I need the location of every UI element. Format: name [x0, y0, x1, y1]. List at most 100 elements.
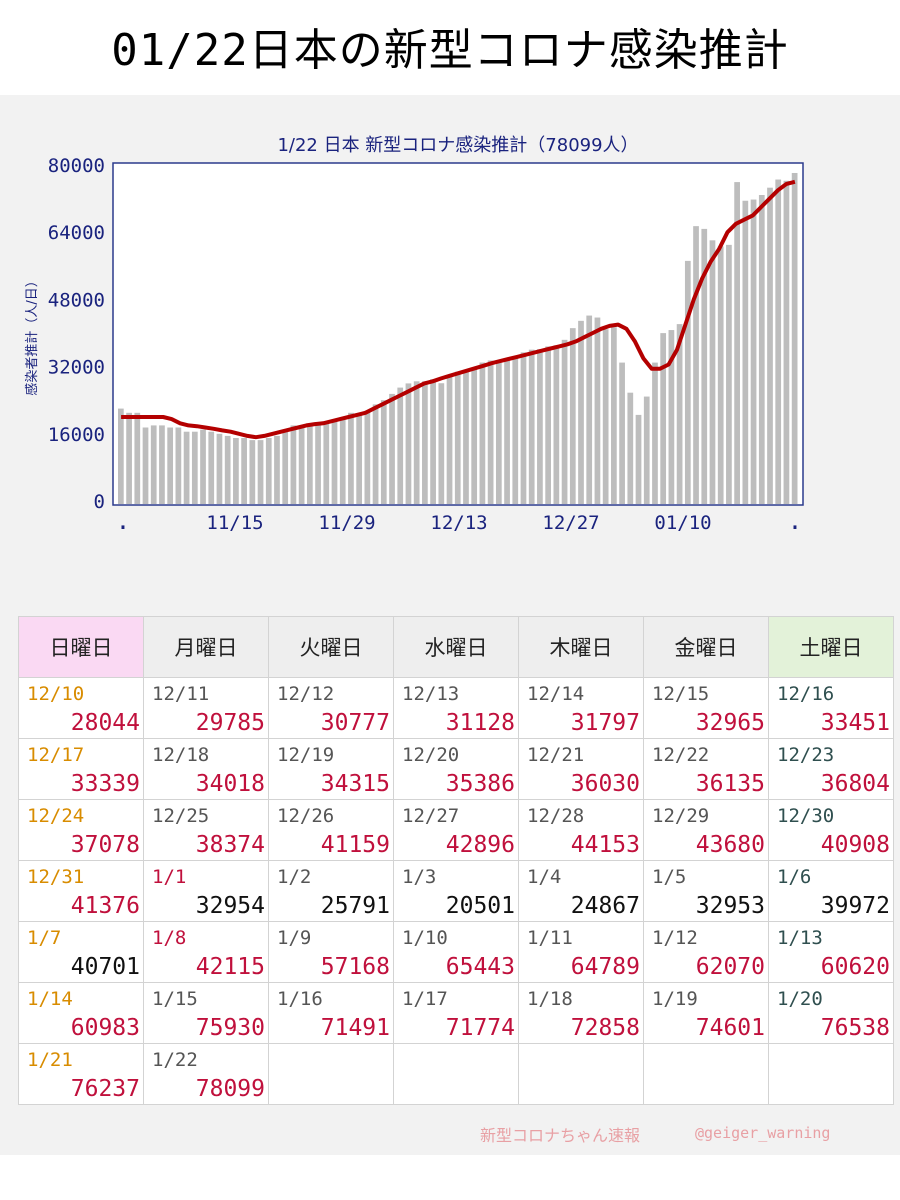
cell-date: 12/27	[402, 805, 460, 827]
calendar-cell: 1/4 24867	[518, 860, 644, 922]
calendar-week-row: 12/17 33339 12/18 34018 12/19 34315 12/20 35386…	[18, 738, 894, 800]
x-tick-label: 12/13	[430, 512, 487, 534]
cell-date: 12/21	[527, 744, 585, 766]
calendar-cell: 12/30 40908	[768, 799, 894, 861]
bar	[742, 200, 749, 504]
bar	[233, 438, 239, 504]
bar	[380, 400, 387, 504]
cell-value: 44153	[570, 832, 640, 858]
calendar-cell: 12/26 41159	[268, 799, 394, 861]
y-tick-label: 32000	[48, 357, 105, 379]
bar	[701, 228, 708, 504]
calendar-cell: 12/19 34315	[268, 738, 394, 800]
calendar-cell: 1/11 64789	[518, 921, 644, 983]
cell-value: 71491	[320, 1015, 390, 1041]
cell-value: 35386	[445, 771, 515, 797]
calendar-cell: 12/14 31797	[518, 677, 644, 739]
bar	[200, 429, 206, 504]
bar	[635, 414, 642, 504]
cell-value: 28044	[70, 710, 140, 736]
cell-value: 39972	[820, 893, 890, 919]
bar	[471, 367, 478, 504]
cell-date: 12/22	[652, 744, 710, 766]
bar	[405, 383, 412, 504]
cell-date: 1/21	[27, 1049, 73, 1071]
calendar-table: 日曜日 月曜日 火曜日 水曜日 木曜日 金曜日 土曜日 12/10 28044 12/11 297…	[18, 616, 894, 1105]
bar	[775, 179, 782, 504]
bar	[578, 320, 584, 504]
cell-date: 12/10	[27, 683, 85, 705]
cell-value: 43680	[695, 832, 765, 858]
cell-value: 72858	[570, 1015, 640, 1041]
bar	[389, 393, 395, 504]
cell-value: 64789	[570, 954, 640, 980]
cell-value: 74601	[695, 1015, 765, 1041]
cell-value: 38374	[195, 832, 265, 858]
bar	[430, 379, 436, 504]
bar	[463, 370, 469, 504]
cell-value: 41159	[320, 832, 390, 858]
bar	[142, 427, 149, 504]
plot-frame	[112, 162, 804, 506]
cell-date: 12/14	[527, 683, 585, 705]
calendar-cell: 12/17 33339	[18, 738, 144, 800]
cell-date: 12/29	[652, 805, 710, 827]
y-tick-label: 16000	[48, 424, 105, 446]
bar	[126, 412, 132, 504]
cell-value: 41376	[70, 893, 140, 919]
cell-value: 33339	[70, 771, 140, 797]
calendar-week-row: 1/14 60983 1/15 75930 1/16 71491 1/17 71774 1/18…	[18, 982, 894, 1044]
cell-value: 36030	[570, 771, 640, 797]
bar	[216, 433, 223, 504]
cell-date: 12/17	[27, 744, 85, 766]
cell-value: 32953	[695, 893, 765, 919]
bar	[167, 427, 174, 504]
bar	[660, 333, 667, 504]
cell-value: 29785	[195, 710, 265, 736]
cell-value: 42115	[195, 954, 265, 980]
bar	[422, 381, 428, 504]
bar	[512, 356, 519, 504]
weekday-header: 日曜日	[18, 616, 144, 678]
bar	[643, 396, 650, 504]
calendar-cell: 1/10 65443	[393, 921, 519, 983]
bar	[726, 244, 732, 504]
bar	[668, 330, 675, 504]
bar	[537, 349, 543, 504]
cell-date: 12/11	[152, 683, 210, 705]
bar	[676, 324, 683, 504]
cell-value: 60983	[70, 1015, 140, 1041]
cell-value: 33451	[820, 710, 890, 736]
cell-date: 1/20	[777, 988, 823, 1010]
weekday-header: 水曜日	[393, 616, 519, 678]
cell-date: 1/18	[527, 988, 573, 1010]
calendar-cell: 1/14 60983	[18, 982, 144, 1044]
calendar-week-row: 12/10 28044 12/11 29785 12/12 30777 12/13 31128…	[18, 677, 894, 739]
cell-value: 24867	[570, 893, 640, 919]
bar	[693, 226, 699, 504]
calendar-cell: 12/25 38374	[143, 799, 269, 861]
bar	[118, 408, 124, 504]
bar	[734, 182, 740, 504]
cell-value: 75930	[195, 1015, 265, 1041]
calendar-cell: 12/15 32965	[643, 677, 769, 739]
cell-value: 36135	[695, 771, 765, 797]
bar	[783, 180, 790, 505]
calendar-week-row: 1/21 76237 1/22 78099	[18, 1043, 894, 1105]
calendar-cell	[643, 1043, 769, 1105]
bar	[208, 431, 215, 504]
weekday-header: 金曜日	[643, 616, 769, 678]
bar	[594, 317, 601, 504]
x-tick-label: 01/10	[654, 512, 711, 534]
y-tick-label: 80000	[48, 155, 105, 177]
bar	[134, 412, 141, 504]
calendar-cell: 12/18 34018	[143, 738, 269, 800]
cell-value: 40701	[70, 954, 140, 980]
cell-date: 1/15	[152, 988, 198, 1010]
cell-value: 31797	[570, 710, 640, 736]
trend-line	[121, 179, 796, 440]
bar	[479, 362, 486, 504]
cell-date: 12/26	[277, 805, 335, 827]
bar	[553, 345, 560, 504]
chart: 1/22 日本 新型コロナ感染推計（78099人） 0 16000 32000 480…	[0, 95, 900, 545]
